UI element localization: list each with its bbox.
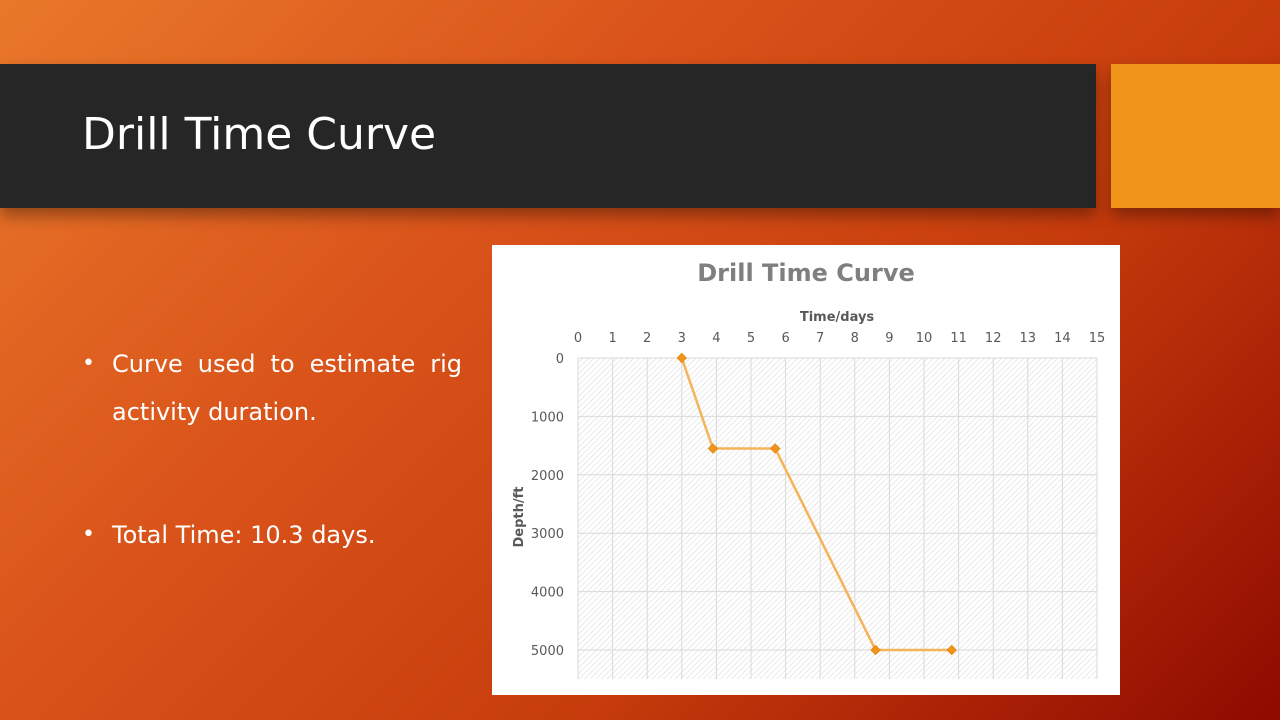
bullet-item: • Total Time: 10.3 days. [82,511,462,559]
y-tick-label: 3000 [531,527,564,542]
x-tick-label: 11 [950,331,967,346]
x-tick-label: 12 [985,331,1002,346]
data-point-marker [946,644,957,656]
slide-title: Drill Time Curve [82,109,437,160]
x-tick-label: 2 [643,331,651,346]
bullet-text: Curve used to estimate rig activity dura… [112,350,462,426]
data-point-marker [770,443,781,454]
data-point-marker [676,352,688,364]
y-tick-label: 0 [556,352,564,367]
data-point-marker [707,443,719,454]
y-tick-label: 1000 [531,410,564,425]
plot-area [578,358,1097,679]
x-tick-label: 3 [678,331,686,346]
series-line [676,352,957,656]
gridlines [577,357,1098,679]
x-tick-label: 7 [816,331,824,346]
accent-block [1111,64,1280,208]
x-tick-label: 5 [747,331,755,346]
y-tick-label: 5000 [531,644,564,659]
bullet-dot-icon: • [82,351,95,376]
y-tick-labels: 0 1000 2000 3000 4000 5000 [531,352,564,659]
x-tick-label: 1 [608,331,616,346]
x-tick-label: 9 [885,331,893,346]
x-tick-label: 8 [851,331,859,346]
y-axis-label: Depth/ft [512,486,527,547]
bullet-text: Total Time: 10.3 days. [112,521,376,549]
x-tick-label: 15 [1089,331,1106,346]
x-tick-label: 14 [1054,331,1071,346]
x-tick-label: 4 [712,331,720,346]
x-axis-label: Time/days [800,310,875,325]
bullet-list: • Curve used to estimate rig activity du… [82,340,462,559]
x-tick-label: 0 [574,331,582,346]
chart-title: Drill Time Curve [697,259,915,287]
bullet-item: • Curve used to estimate rig activity du… [82,340,462,436]
x-tick-label: 10 [916,331,933,346]
x-tick-label: 13 [1020,331,1037,346]
bullet-dot-icon: • [82,522,95,547]
y-tick-label: 2000 [531,469,564,484]
x-tick-labels: 0 1 2 3 4 5 6 7 8 9 10 11 12 13 14 15 [574,331,1105,346]
data-point-marker [870,644,881,656]
title-bar [0,64,1096,208]
x-tick-label: 6 [781,331,789,346]
y-tick-label: 4000 [531,586,564,601]
